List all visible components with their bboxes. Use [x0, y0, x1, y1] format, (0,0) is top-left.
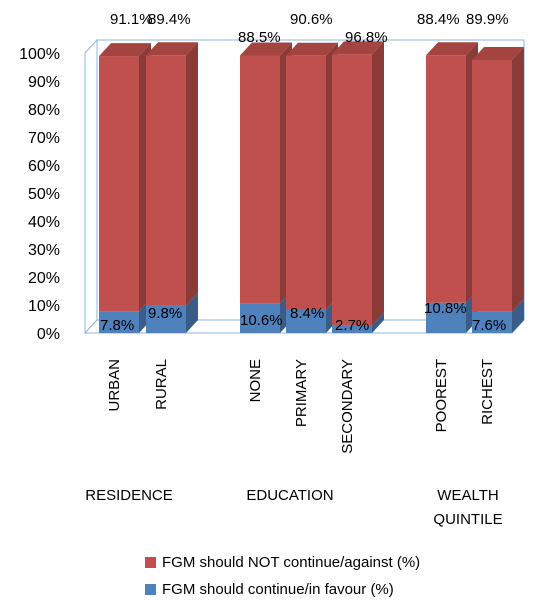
bar-segment [426, 42, 478, 303]
category-label: URBAN [106, 359, 123, 412]
category-labels: URBAN RURAL NONE PRIMARY SECONDARY POOREST RIC… [106, 359, 496, 454]
data-label-against: 89.9% [466, 11, 509, 28]
data-label-favour: 9.8% [148, 305, 182, 322]
data-label-against: 89.4% [148, 11, 191, 28]
data-label-against: 88.5% [238, 29, 281, 46]
bar-segment [286, 42, 338, 310]
y-tick-label: 90% [28, 74, 60, 91]
legend-entry: FGM should NOT continue/against (%) [145, 554, 420, 571]
legend-label: FGM should NOT continue/against (%) [162, 554, 420, 571]
category-label: POOREST [433, 359, 450, 432]
group-label: EDUCATION [246, 487, 333, 504]
y-tick-label: 0% [37, 326, 60, 343]
data-label-against: 88.4% [417, 11, 460, 28]
group-label: RESIDENCE [85, 487, 173, 504]
bar-segment [332, 41, 384, 326]
category-label: RURAL [153, 359, 170, 410]
bar-segment [472, 298, 524, 333]
bar-segment [146, 292, 198, 333]
legend-swatch [145, 584, 156, 595]
data-label-favour: 10.8% [424, 300, 467, 317]
group-labels: RESIDENCE EDUCATION WEALTH QUINTILE [85, 487, 502, 528]
y-tick-label: 40% [28, 214, 60, 231]
bar-segment [99, 43, 151, 312]
data-label-against: 96.8% [345, 29, 388, 46]
legend-swatch [145, 557, 156, 568]
data-label-favour: 2.7% [335, 317, 369, 334]
y-tick-label: 30% [28, 242, 60, 259]
data-labels: 91.1%89.4% 88.5% 90.6% 96.8% 88.4% 89.9% 7.8% 9… [100, 11, 509, 334]
legend-label: FGM should continue/in favour (%) [162, 581, 394, 598]
data-label-favour: 7.6% [472, 317, 506, 334]
bar-segment [146, 42, 198, 306]
bar-segment [240, 42, 292, 304]
y-tick-label: 50% [28, 186, 60, 203]
legend: FGM should NOT continue/against (%) FGM s… [145, 554, 420, 598]
bar-segment [332, 312, 384, 333]
category-label: RICHEST [479, 359, 496, 425]
bar-segment [472, 47, 524, 312]
category-label: SECONDARY [339, 359, 356, 454]
y-tick-label: 100% [19, 46, 60, 63]
category-label: NONE [247, 359, 264, 402]
y-axis-ticks: 0% 10% 20% 30% 40% 50% 60% 70% 80% 90% 100% [19, 46, 60, 343]
y-tick-label: 10% [28, 298, 60, 315]
side-wall [84, 38, 98, 335]
data-label-favour: 8.4% [290, 305, 324, 322]
data-label-against: 90.6% [290, 11, 333, 28]
legend-entry: FGM should continue/in favour (%) [145, 581, 394, 598]
y-tick-label: 70% [28, 130, 60, 147]
bars [99, 41, 524, 333]
y-tick-label: 80% [28, 102, 60, 119]
data-label-favour: 7.8% [100, 317, 134, 334]
data-label-favour: 10.6% [240, 312, 283, 329]
data-label-against: 91.1% [110, 11, 153, 28]
y-tick-label: 60% [28, 158, 60, 175]
group-label: WEALTH QUINTILE [433, 487, 502, 528]
y-tick-label: 20% [28, 270, 60, 287]
category-label: PRIMARY [293, 359, 310, 427]
